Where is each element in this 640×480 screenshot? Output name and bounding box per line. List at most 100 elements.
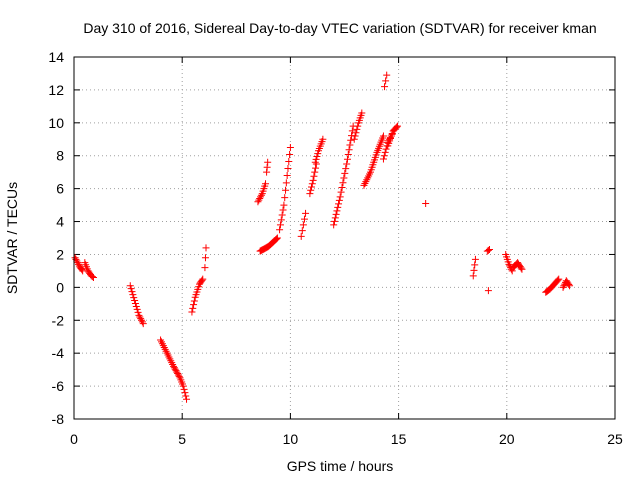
data-point [330, 221, 338, 229]
data-point [264, 158, 272, 166]
data-point [471, 261, 479, 269]
data-point [337, 188, 345, 196]
data-point [559, 283, 567, 291]
data-point [257, 191, 265, 199]
data-point [299, 221, 307, 229]
x-tick-label: 0 [70, 431, 78, 447]
data-point [276, 226, 284, 234]
x-tick-label: 5 [178, 431, 186, 447]
data-point [135, 311, 143, 319]
data-point [190, 301, 198, 309]
data-point [335, 196, 343, 204]
data-point [78, 266, 86, 274]
data-point [285, 157, 293, 165]
data-point [174, 371, 182, 379]
x-tick-label: 10 [283, 431, 299, 447]
y-tick-label: -8 [52, 411, 65, 427]
data-point [255, 196, 263, 204]
data-point [333, 207, 341, 215]
data-point [272, 236, 280, 244]
data-point [566, 282, 574, 290]
data-point [171, 365, 179, 373]
data-point [471, 255, 479, 263]
data-point [202, 244, 210, 252]
data-point [138, 316, 146, 324]
data-point [263, 168, 271, 176]
y-tick-label: -2 [52, 312, 65, 328]
data-point [174, 370, 182, 378]
data-point [281, 194, 289, 202]
data-point [273, 234, 281, 242]
data-point [383, 71, 391, 79]
data-point [282, 179, 290, 187]
data-point [379, 155, 387, 163]
data-point [183, 395, 191, 403]
data-point [343, 160, 351, 168]
data-point [263, 163, 271, 171]
data-point [180, 385, 188, 393]
data-point [555, 275, 563, 283]
y-tick-label: 10 [48, 115, 64, 131]
data-point [469, 272, 477, 280]
data-point [189, 304, 197, 312]
data-point [89, 273, 97, 281]
data-point [312, 155, 320, 163]
data-point [279, 206, 287, 214]
data-point [319, 135, 327, 143]
data-point [554, 276, 562, 284]
data-point [336, 193, 344, 201]
data-point [273, 235, 281, 243]
data-point [422, 199, 430, 207]
data-point [308, 180, 316, 188]
data-point [565, 280, 573, 288]
data-point [311, 158, 319, 166]
data-point [254, 198, 262, 206]
data-point [342, 165, 350, 173]
data-point [170, 362, 178, 370]
y-tick-label: 8 [56, 148, 64, 164]
data-point [130, 294, 138, 302]
x-tick-label: 25 [607, 431, 623, 447]
data-point [182, 392, 190, 400]
data-point [302, 209, 310, 217]
data-point [257, 193, 265, 201]
x-axis-label: GPS time / hours [287, 458, 394, 474]
data-point [136, 313, 144, 321]
data-point [173, 368, 181, 376]
data-point [485, 246, 493, 254]
data-point [505, 260, 513, 268]
data-point [381, 83, 389, 91]
data-point [132, 302, 140, 310]
y-tick-label: 0 [56, 279, 64, 295]
y-axis-label: SDTVAR / TECUs [4, 182, 20, 294]
plot-frame [73, 56, 616, 420]
y-tick-label: -4 [52, 345, 65, 361]
data-point [350, 135, 358, 143]
data-point [88, 273, 96, 281]
data-point [345, 146, 353, 154]
data-point [332, 210, 340, 218]
data-point [139, 320, 147, 328]
data-point [256, 195, 264, 203]
data-point [276, 221, 284, 229]
data-point [283, 171, 291, 179]
data-point [181, 389, 189, 397]
data-point [311, 168, 319, 176]
x-tick-label: 20 [499, 431, 515, 447]
data-point [188, 308, 196, 316]
x-tick-label: 15 [391, 431, 407, 447]
data-point [335, 200, 343, 208]
data-point [309, 176, 317, 184]
data-point [354, 122, 362, 130]
y-tick-label: 14 [48, 49, 64, 65]
data-point [297, 232, 305, 240]
data-point [508, 267, 516, 275]
data-point [172, 367, 180, 375]
data-point [470, 266, 478, 274]
data-point [306, 190, 314, 198]
data-point [314, 150, 322, 158]
y-tick-label: 4 [56, 214, 64, 230]
data-point [300, 215, 308, 223]
data-point [343, 155, 351, 163]
